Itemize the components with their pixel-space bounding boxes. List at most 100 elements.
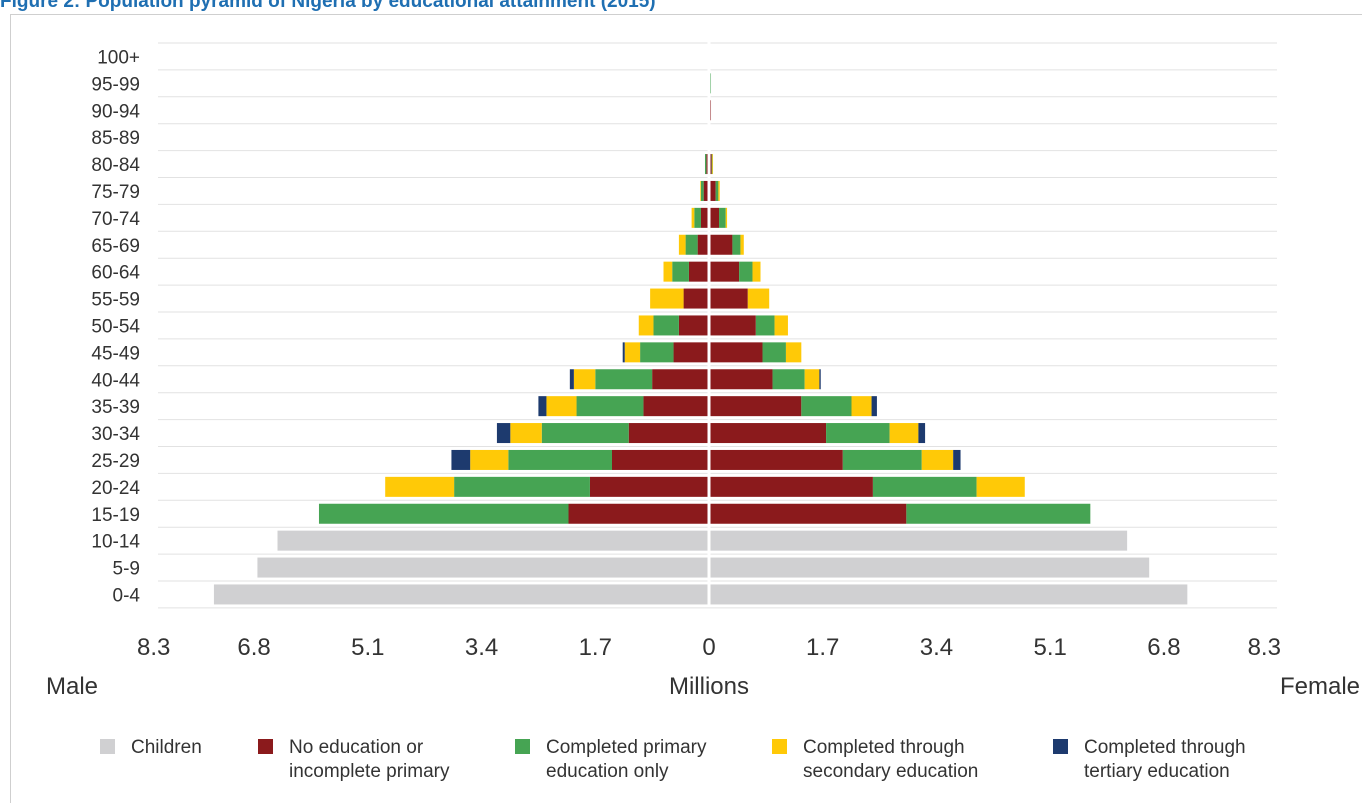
bar-female-10-14-children [709, 530, 1128, 551]
legend-item-children: Children [100, 736, 202, 760]
bar-male-10-14-children [277, 530, 709, 551]
bar-female-40-44-completed-through-tertiary-education [819, 369, 821, 390]
bar-female-25-29-completed-through-tertiary-education [953, 449, 961, 470]
bar-male-65-69-completed-primary-education-only [685, 234, 698, 255]
bar-male-35-39-completed-through-secondary-education [546, 396, 577, 417]
bar-male-60-64-completed-through-secondary-education [663, 261, 673, 282]
bar-female-15-19-no-education-or-incomplete-primary [709, 503, 907, 524]
bar-female-30-34-completed-through-tertiary-education [918, 423, 926, 444]
bar-male-25-29-completed-through-tertiary-education [451, 449, 471, 470]
bar-female-30-34-completed-primary-education-only [826, 423, 890, 444]
bar-male-55-59-no-education-or-incomplete-primary [683, 288, 709, 309]
bar-male-75-79-completed-through-secondary-education [700, 180, 701, 201]
bar-female-0-4-children [709, 584, 1188, 605]
bar-male-20-24-completed-primary-education-only [454, 476, 590, 497]
bar-male-35-39-completed-through-tertiary-education [538, 396, 547, 417]
bar-male-35-39-completed-primary-education-only [576, 396, 644, 417]
legend-swatch-children [100, 739, 115, 754]
y-tick-label-70-74: 70-74 [91, 209, 140, 230]
y-tick-label-90-94: 90-94 [91, 101, 140, 122]
x-tick-label: 3.4 [465, 634, 498, 661]
bar-female-75-79-completed-through-secondary-education [718, 180, 720, 201]
bar-male-45-49-no-education-or-incomplete-primary [673, 342, 709, 363]
bar-male-15-19-completed-primary-education-only [318, 503, 569, 524]
bar-female-40-44-completed-primary-education-only [772, 369, 805, 390]
bar-male-70-74-completed-through-secondary-education [691, 207, 695, 228]
legend-swatch-no-education [258, 739, 273, 754]
bar-male-50-54-completed-through-secondary-education [638, 315, 654, 336]
bar-male-30-34-completed-through-secondary-education [510, 423, 542, 444]
bar-female-35-39-completed-through-secondary-education [851, 396, 872, 417]
bar-male-50-54-completed-primary-education-only [653, 315, 679, 336]
y-tick-label-55-59: 55-59 [91, 290, 140, 311]
female-label: Female [1280, 673, 1360, 700]
figure-title: Figure 2: Population pyramid of Nigeria … [0, 0, 656, 12]
bar-male-45-49-completed-primary-education-only [640, 342, 674, 363]
bar-male-30-34-completed-through-tertiary-education [496, 423, 511, 444]
legend-label-primary: Completed primary education only [546, 737, 707, 782]
y-tick-label-30-34: 30-34 [91, 424, 140, 445]
bar-male-60-64-completed-primary-education-only [672, 261, 689, 282]
legend-item-no-education: No education or incomplete primary [258, 736, 450, 784]
bar-female-15-19-completed-primary-education-only [906, 503, 1091, 524]
bar-male-65-69-no-education-or-incomplete-primary [697, 234, 709, 255]
bar-male-60-64-no-education-or-incomplete-primary [688, 261, 709, 282]
bar-male-20-24-no-education-or-incomplete-primary [589, 476, 709, 497]
y-tick-label-85-89: 85-89 [91, 128, 140, 149]
legend-swatch-primary [515, 739, 530, 754]
bar-male-25-29-no-education-or-incomplete-primary [611, 449, 709, 470]
y-tick-label-100: 100+ [97, 47, 140, 68]
bar-female-70-74-completed-through-secondary-education [725, 207, 728, 228]
bar-female-65-69-completed-primary-education-only [732, 234, 741, 255]
y-tick-label-65-69: 65-69 [91, 236, 140, 257]
legend-item-secondary: Completed through secondary education [772, 736, 978, 784]
bar-male-0-4-children [213, 584, 709, 605]
legend-swatch-secondary [772, 739, 787, 754]
bar-male-25-29-completed-primary-education-only [508, 449, 612, 470]
bar-female-50-54-completed-through-secondary-education [774, 315, 788, 336]
bar-female-65-69-no-education-or-incomplete-primary [709, 234, 733, 255]
bar-female-80-84-completed-through-secondary-education [712, 154, 714, 175]
y-tick-label-40-44: 40-44 [91, 370, 140, 391]
bar-male-70-74-no-education-or-incomplete-primary [700, 207, 709, 228]
bar-male-30-34-no-education-or-incomplete-primary [628, 423, 709, 444]
x-axis-label: Millions [669, 673, 749, 700]
y-tick-label-0-4: 0-4 [113, 585, 141, 606]
y-tick-label-45-49: 45-49 [91, 343, 140, 364]
y-tick-label-35-39: 35-39 [91, 397, 140, 418]
x-tick-label: 1.7 [806, 634, 839, 661]
bar-male-80-84-completed-primary-education-only [704, 154, 707, 175]
y-tick-label-80-84: 80-84 [91, 155, 140, 176]
bar-male-75-79-no-education-or-incomplete-primary [703, 180, 709, 201]
legend-label-secondary: Completed through secondary education [803, 737, 979, 782]
y-tick-label-25-29: 25-29 [91, 451, 140, 472]
bar-female-75-79-no-education-or-incomplete-primary [709, 180, 716, 201]
x-tick-label: 5.1 [351, 634, 384, 661]
bar-female-35-39-completed-primary-education-only [801, 396, 852, 417]
bar-female-70-74-completed-primary-education-only [719, 207, 726, 228]
population-pyramid-chart: 100+ 95-99 90-94 85-89 80-84 75-79 70-74 65-69 6… [46, 42, 1360, 700]
bar-male-40-44-no-education-or-incomplete-primary [652, 369, 709, 390]
legend-swatch-tertiary [1053, 739, 1068, 754]
bar-female-60-64-completed-primary-education-only [739, 261, 753, 282]
bar-female-30-34-no-education-or-incomplete-primary [709, 423, 827, 444]
bar-female-45-49-completed-primary-education-only [762, 342, 786, 363]
bar-male-45-49-completed-through-tertiary-education [622, 342, 625, 363]
y-tick-label-10-14: 10-14 [91, 532, 140, 553]
legend-label-children: Children [131, 737, 202, 758]
bar-female-40-44-no-education-or-incomplete-primary [709, 369, 773, 390]
x-tick-label: 1.7 [579, 634, 612, 661]
bar-male-75-79-completed-primary-education-only [700, 180, 704, 201]
bar-female-60-64-no-education-or-incomplete-primary [709, 261, 740, 282]
bar-female-50-54-no-education-or-incomplete-primary [709, 315, 756, 336]
bar-female-50-54-completed-primary-education-only [755, 315, 775, 336]
bar-female-55-59-no-education-or-incomplete-primary [709, 288, 748, 309]
x-tick-label: 8.3 [1248, 634, 1281, 661]
bar-female-25-29-completed-through-secondary-education [921, 449, 954, 470]
y-tick-label-15-19: 15-19 [91, 505, 140, 526]
bar-male-30-34-completed-primary-education-only [541, 423, 629, 444]
bar-female-35-39-completed-through-tertiary-education [871, 396, 877, 417]
bar-male-35-39-no-education-or-incomplete-primary [643, 396, 709, 417]
bar-female-20-24-no-education-or-incomplete-primary [709, 476, 873, 497]
bar-male-5-9-children [257, 557, 709, 578]
